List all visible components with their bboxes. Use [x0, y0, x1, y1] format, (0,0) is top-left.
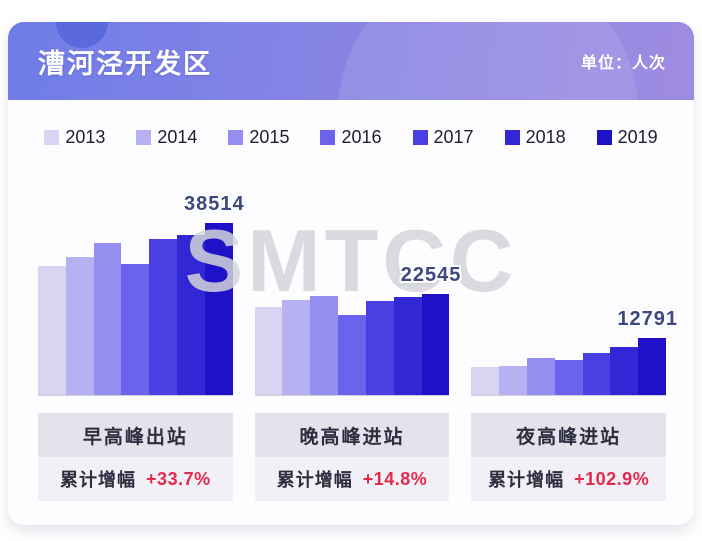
bar-2015: [93, 243, 122, 395]
legend: 2013 2014 2015 2016 2017 2018 2019: [8, 126, 694, 148]
legend-year-label: 2018: [525, 126, 566, 147]
bar-2019: [204, 223, 233, 395]
growth-value: +33.7%: [146, 468, 211, 489]
legend-swatch-2016: [320, 129, 336, 145]
growth-value: +102.9%: [574, 468, 650, 489]
bar-chart: SMTCC 38514 22545 12791: [8, 148, 694, 396]
legend-year-label: 2019: [617, 126, 658, 147]
bar-2019: [421, 294, 450, 395]
unit-label: 单位：人次: [580, 55, 666, 72]
growth-row: 累计增幅 +14.8%: [254, 457, 450, 501]
value-label-2019: 22545: [400, 264, 462, 286]
growth-row: 累计增幅 +33.7%: [38, 457, 233, 501]
bar-2015: [310, 296, 339, 395]
growth-value: +14.8%: [362, 468, 428, 489]
legend-year-label: 2014: [157, 126, 198, 147]
value-label-2019: 38514: [184, 193, 245, 215]
legend-swatch-2014: [136, 129, 152, 145]
growth-prefix-label: 累计增幅: [488, 470, 565, 490]
legend-item-2017: 2017: [412, 126, 474, 148]
growth-prefix-label: 累计增幅: [276, 470, 353, 490]
bar-2018: [177, 235, 205, 395]
legend-swatch-2018: [504, 129, 520, 145]
legend-year-label: 2013: [65, 126, 106, 147]
label-box-morning-peak-exit: 早高峰出站 累计增幅 +33.7%: [38, 413, 233, 501]
decorative-circle-large: [338, 22, 638, 100]
bar-group-evening-peak-entry: 22545: [254, 147, 460, 396]
legend-year-label: 2017: [433, 126, 474, 147]
bar-2016: [121, 264, 150, 395]
bar-2014: [282, 300, 311, 395]
group-labels-row: 早高峰出站 累计增幅 +33.7% 晚高峰进站 累计增幅 +14.8% 夜高峰进…: [8, 413, 694, 501]
legend-item-2016: 2016: [320, 126, 382, 148]
bar-2017: [582, 353, 611, 395]
bar-2013: [254, 307, 283, 395]
legend-item-2019: 2019: [596, 126, 658, 148]
bar-2014: [65, 257, 94, 395]
label-box-night-peak-entry: 夜高峰进站 累计增幅 +102.9%: [471, 413, 667, 501]
growth-prefix-label: 累计增幅: [60, 470, 137, 490]
growth-row: 累计增幅 +102.9%: [471, 457, 667, 501]
label-box-evening-peak-entry: 晚高峰进站 累计增幅 +14.8%: [254, 413, 450, 501]
bar-2019: [638, 338, 667, 395]
legend-year-label: 2015: [249, 126, 290, 147]
bars-container: [254, 147, 450, 395]
legend-swatch-2015: [228, 129, 244, 145]
bars-container: [38, 147, 233, 395]
legend-swatch-2019: [596, 129, 612, 145]
legend-item-2015: 2015: [228, 127, 289, 148]
bar-2016: [338, 315, 366, 395]
bar-2013: [471, 367, 500, 395]
bar-2018: [393, 297, 422, 395]
bar-2014: [499, 366, 527, 395]
legend-swatch-2013: [44, 129, 60, 145]
legend-item-2018: 2018: [504, 126, 566, 148]
bar-group-morning-peak-exit: 38514: [38, 147, 244, 396]
bar-2017: [365, 301, 394, 395]
group-title: 夜高峰进站: [471, 413, 667, 457]
bar-2013: [38, 266, 66, 395]
value-label-2019: 12791: [617, 308, 679, 330]
group-title: 早高峰出站: [38, 413, 233, 457]
group-title: 晚高峰进站: [254, 413, 450, 457]
bar-2016: [554, 360, 583, 395]
card-header: 漕河泾开发区 单位：人次: [8, 22, 694, 100]
chart-card: 漕河泾开发区 单位：人次 2013 2014 2015 2016 2017 2018 201…: [8, 22, 694, 525]
bar-2018: [610, 347, 639, 395]
bar-2017: [149, 239, 178, 395]
legend-swatch-2017: [412, 129, 428, 145]
bar-2015: [526, 358, 555, 395]
legend-item-2014: 2014: [136, 127, 197, 148]
page-title: 漕河泾开发区: [38, 48, 212, 79]
legend-year-label: 2016: [341, 126, 382, 147]
legend-item-2013: 2013: [44, 127, 105, 148]
bar-group-night-peak-entry: 12791: [471, 147, 677, 396]
bars-container: [471, 147, 667, 395]
